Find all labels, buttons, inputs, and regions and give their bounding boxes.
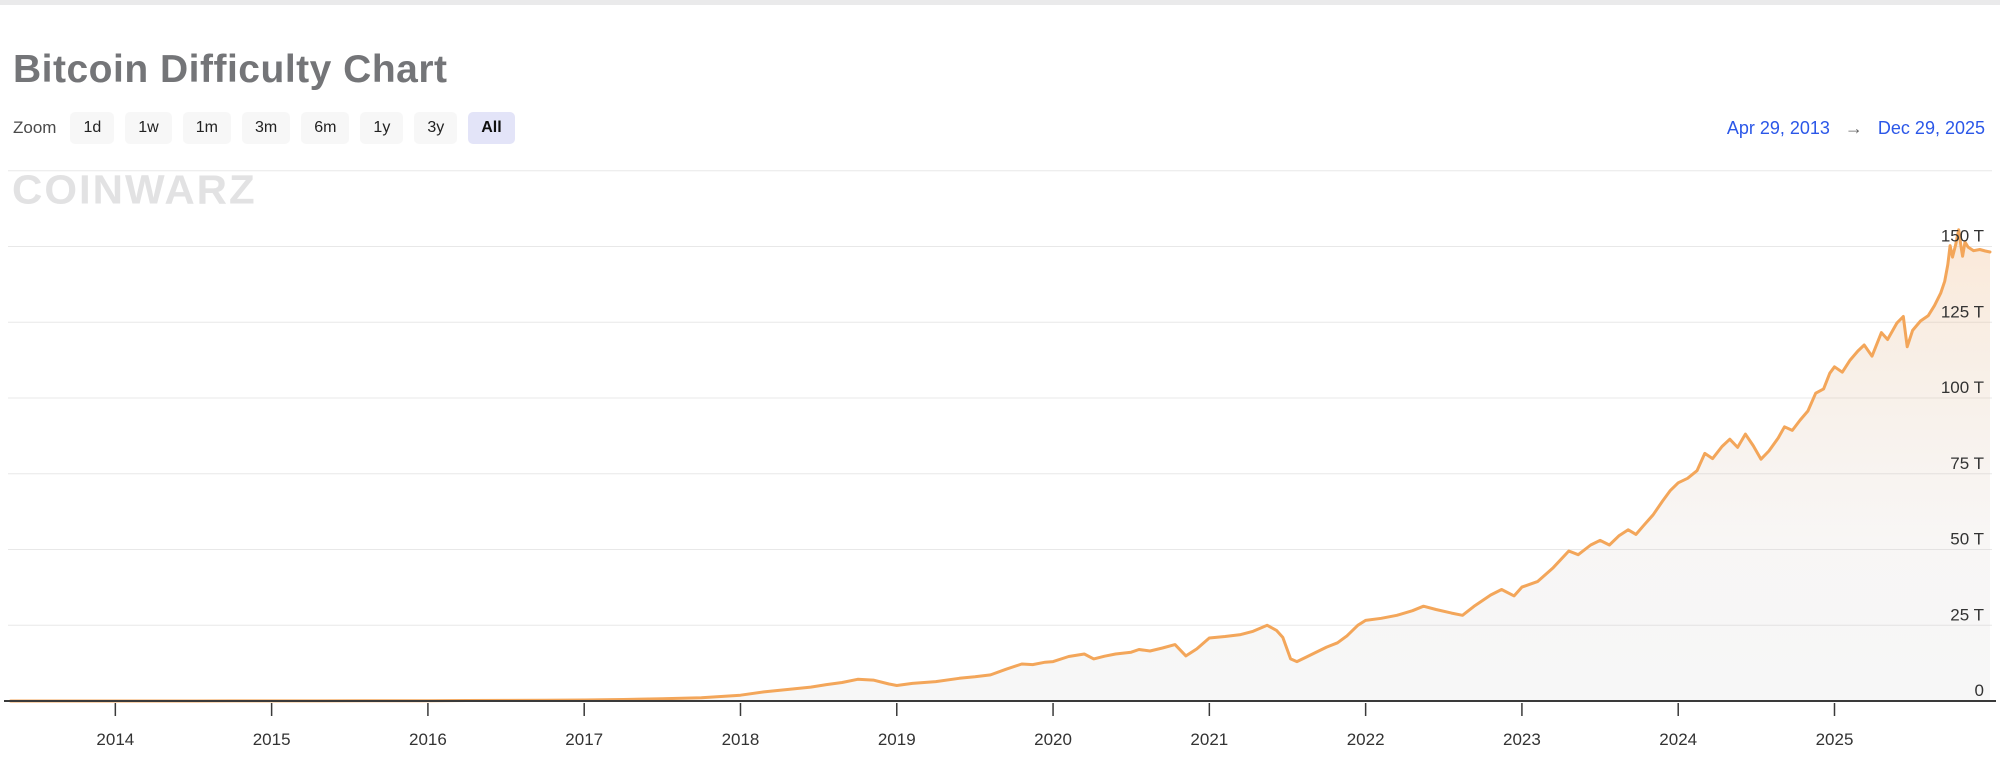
x-tick-label-2021: 2021 — [1190, 730, 1228, 749]
range-button-all[interactable]: All — [468, 112, 515, 144]
page-title: Bitcoin Difficulty Chart — [13, 48, 448, 92]
date-from-link[interactable]: Apr 29, 2013 — [1726, 117, 1830, 138]
x-tick-label-2020: 2020 — [1034, 730, 1072, 749]
x-tick-label-2023: 2023 — [1503, 730, 1541, 749]
x-tick-label-2022: 2022 — [1347, 730, 1385, 749]
x-tick-label-2015: 2015 — [253, 730, 291, 749]
arrow-right-icon: → — [1844, 117, 1863, 138]
range-button-group: 1d 1w 1m 3m 6m 1y 3y All — [70, 112, 515, 144]
range-button-6m[interactable]: 6m — [301, 112, 350, 144]
range-button-1m[interactable]: 1m — [182, 112, 231, 144]
range-button-1y[interactable]: 1y — [360, 112, 404, 144]
range-button-1d[interactable]: 1d — [70, 112, 115, 144]
x-tick-label-2018: 2018 — [722, 730, 760, 749]
range-button-3y[interactable]: 3y — [414, 112, 458, 144]
y-axis-labels: 150 T 125 T 100 T 75 T 50 T 25 T 0 — [1941, 227, 1984, 701]
series-area-fill — [10, 229, 1991, 702]
date-range: Apr 29, 2013 → Dec 29, 2025 — [1727, 111, 1985, 145]
x-tick-label-2019: 2019 — [878, 730, 916, 749]
y-tick-label-50: 50 T — [1950, 530, 1984, 549]
zoom-label: Zoom — [13, 118, 57, 137]
range-button-1w[interactable]: 1w — [125, 112, 172, 144]
y-tick-label-75: 75 T — [1950, 454, 1984, 473]
x-tick-label-2014: 2014 — [96, 730, 134, 749]
x-tick-label-2016: 2016 — [409, 730, 447, 749]
zoom-range-toolbar: Zoom 1d 1w 1m 3m 6m 1y 3y All — [13, 111, 515, 145]
range-button-3m[interactable]: 3m — [241, 112, 291, 144]
x-tick-label-2024: 2024 — [1659, 730, 1697, 749]
x-tick-label-2017: 2017 — [565, 730, 603, 749]
y-tick-label-0: 0 — [1975, 681, 1984, 700]
y-tick-label-125: 125 T — [1941, 302, 1984, 321]
y-tick-label-25: 25 T — [1950, 605, 1984, 624]
x-tick-label-2025: 2025 — [1816, 730, 1854, 749]
difficulty-series-line[interactable] — [9, 228, 1992, 703]
date-to-link[interactable]: Dec 29, 2025 — [1877, 117, 1985, 138]
y-tick-label-150: 150 T — [1941, 227, 1984, 246]
x-axis-labels: 2014 2015 2016 2017 2018 2019 2020 2021 2022 2023… — [96, 730, 1853, 749]
x-axis-ticks — [114, 703, 1836, 716]
top-edge-strip — [0, 0, 2000, 5]
coinwarz-watermark-logo: COINWARZ — [12, 167, 257, 214]
y-tick-label-100: 100 T — [1941, 378, 1984, 397]
